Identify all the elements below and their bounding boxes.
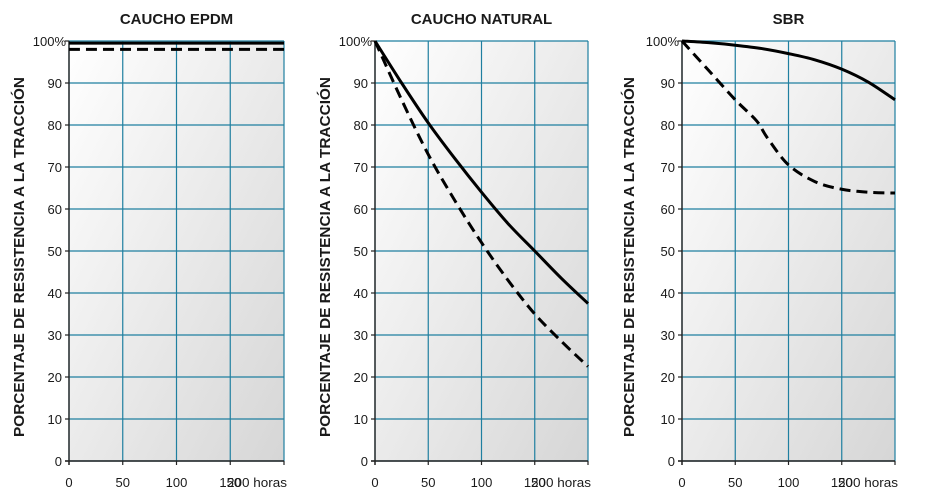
y-tick-label: 90 <box>354 76 368 91</box>
x-tick-label: 50 <box>421 475 435 490</box>
series-line-solid <box>681 39 896 102</box>
x-tick-label: 100 <box>166 475 188 490</box>
y-tick-label: 60 <box>354 202 368 217</box>
y-tick-label: 50 <box>48 244 62 259</box>
series-line-dashed <box>373 40 590 368</box>
y-axis-label: PORCENTAJE DE RESISTENCIA A LA TRACCIÓN <box>10 77 28 437</box>
x-tick-label: 50 <box>116 475 130 490</box>
x-tick-label: 150 <box>831 475 853 490</box>
y-tick-label: 100% <box>339 34 373 49</box>
y-tick-label: 70 <box>661 160 675 175</box>
x-tick-label: 200 horas <box>531 475 592 490</box>
y-tick-label: 100% <box>33 34 67 49</box>
y-tick-label: 80 <box>354 118 368 133</box>
y-tick-label: 50 <box>354 244 368 259</box>
y-tick-label: 80 <box>48 118 62 133</box>
series-line-solid <box>373 40 590 305</box>
chart-title: CAUCHO NATURAL <box>411 11 552 28</box>
y-tick-label: 20 <box>354 370 368 385</box>
y-tick-label: 70 <box>354 160 368 175</box>
y-tick-label: 10 <box>661 412 675 427</box>
x-tick-label: 200 horas <box>227 475 288 490</box>
x-tick-label: 200 horas <box>838 475 899 490</box>
x-tick-label: 100 <box>778 475 800 490</box>
x-tick-label: 0 <box>678 475 685 490</box>
y-tick-label: 80 <box>661 118 675 133</box>
y-tick-label: 20 <box>48 370 62 385</box>
y-tick-label: 0 <box>361 454 368 469</box>
y-tick-label: 40 <box>661 286 675 301</box>
y-tick-label: 40 <box>48 286 62 301</box>
y-tick-label: 100% <box>646 34 680 49</box>
y-axis-label: PORCENTAJE DE RESISTENCIA A LA TRACCIÓN <box>620 77 638 437</box>
y-tick-label: 40 <box>354 286 368 301</box>
y-tick-label: 60 <box>48 202 62 217</box>
y-tick-label: 10 <box>48 412 62 427</box>
y-tick-label: 30 <box>48 328 62 343</box>
y-tick-label: 60 <box>661 202 675 217</box>
y-tick-label: 20 <box>661 370 675 385</box>
x-tick-label: 50 <box>728 475 742 490</box>
x-tick-label: 100 <box>471 475 493 490</box>
y-tick-label: 0 <box>55 454 62 469</box>
y-tick-label: 10 <box>354 412 368 427</box>
y-tick-label: 90 <box>48 76 62 91</box>
chart-title: SBR <box>773 11 805 28</box>
x-tick-label: 0 <box>65 475 72 490</box>
x-tick-label: 150 <box>219 475 241 490</box>
x-tick-label: 0 <box>371 475 378 490</box>
y-tick-label: 0 <box>668 454 675 469</box>
chart-title: CAUCHO EPDM <box>120 11 233 28</box>
y-tick-label: 90 <box>661 76 675 91</box>
y-tick-label: 30 <box>354 328 368 343</box>
x-tick-label: 150 <box>524 475 546 490</box>
y-tick-label: 70 <box>48 160 62 175</box>
series-line-dashed <box>680 39 896 195</box>
y-tick-label: 50 <box>661 244 675 259</box>
y-tick-label: 30 <box>661 328 675 343</box>
y-axis-label: PORCENTAJE DE RESISTENCIA A LA TRACCIÓN <box>316 77 334 437</box>
